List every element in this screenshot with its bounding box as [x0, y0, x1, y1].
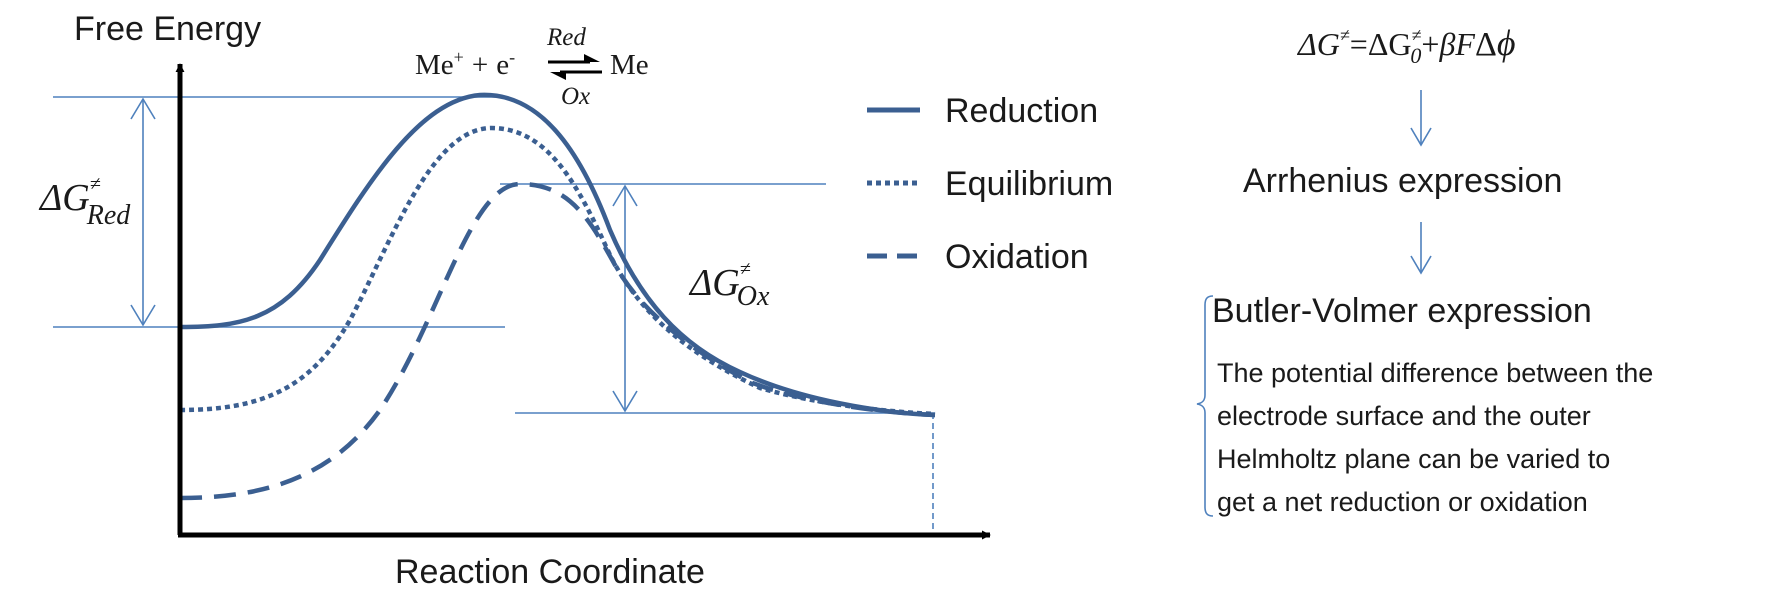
legend-label-equilibrium: Equilibrium — [945, 165, 1113, 203]
x-axis-label: Reaction Coordinate — [395, 553, 705, 590]
flow-arrow-down-1-icon — [1410, 90, 1432, 147]
reaction-plus: + — [472, 49, 488, 81]
energy-guide-lines — [53, 96, 935, 530]
equilibrium-arrows-icon — [548, 54, 602, 80]
reduction-arrow-label: Red — [546, 24, 586, 51]
curve-oxidation — [179, 181, 936, 501]
reactant-ion-charge: + — [454, 47, 464, 67]
butler-volmer-expression: Butler-Volmer expression — [1212, 292, 1592, 330]
description-line: Helmholtz plane can be varied to — [1217, 444, 1611, 474]
curve-reduction — [179, 92, 936, 418]
reaction-equation: Me+ + e- Red Ox Me — [415, 24, 649, 110]
butler-volmer-description: The potential difference between the ele… — [1217, 352, 1653, 524]
reactant-ion: Me — [415, 49, 454, 81]
legend-label-oxidation: Oxidation — [945, 238, 1089, 276]
flow-arrows — [1410, 90, 1432, 275]
barrier-dimension-arrows — [130, 97, 638, 413]
activation-energy-equation: ΔG≠=ΔG≠ 0+βFΔϕ — [1296, 23, 1515, 68]
legend-label-reduction: Reduction — [945, 92, 1098, 130]
description-brace-icon — [1196, 295, 1214, 517]
description-line: electrode surface and the outer — [1217, 401, 1591, 431]
curve-equilibrium — [179, 125, 936, 417]
product-metal: Me — [610, 49, 649, 81]
legend: Reduction Equilibrium Oxidation — [867, 92, 1113, 276]
reduction-barrier-label: ΔG≠ Red — [38, 173, 131, 231]
description-line: The potential difference between the — [1217, 358, 1654, 388]
oxidation-barrier-label: ΔG≠ Ox — [688, 258, 770, 312]
axes — [175, 63, 991, 540]
reduction-barrier-arrow — [130, 97, 156, 327]
reaction-electron: e — [496, 49, 509, 81]
energy-curves — [179, 92, 936, 501]
arrhenius-expression: Arrhenius expression — [1243, 162, 1563, 200]
description-line: get a net reduction or oxidation — [1217, 487, 1588, 517]
y-axis-label: Free Energy — [74, 10, 261, 48]
oxidation-arrow-label: Ox — [561, 83, 590, 110]
reaction-electron-charge: - — [509, 47, 515, 67]
oxidation-barrier-arrow — [612, 184, 638, 413]
svg-text:Me++e-: Me+ + e- — [415, 47, 515, 81]
flow-arrow-down-2-icon — [1410, 222, 1432, 275]
